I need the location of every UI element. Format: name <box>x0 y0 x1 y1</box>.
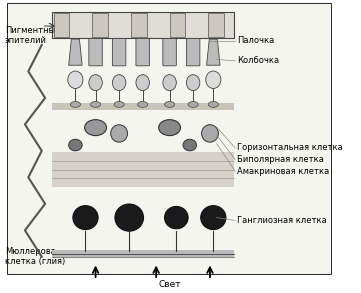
Bar <box>53 13 69 37</box>
Ellipse shape <box>206 71 221 88</box>
Ellipse shape <box>68 71 83 88</box>
Ellipse shape <box>115 204 144 231</box>
Ellipse shape <box>70 101 81 107</box>
FancyBboxPatch shape <box>163 39 176 66</box>
FancyBboxPatch shape <box>186 39 200 66</box>
Bar <box>170 13 186 37</box>
Text: Биполярная клетка: Биполярная клетка <box>237 155 324 164</box>
Bar <box>52 250 234 257</box>
Ellipse shape <box>114 101 124 107</box>
Ellipse shape <box>201 125 218 142</box>
Text: Мюллерова
клетка (глия): Мюллерова клетка (глия) <box>5 247 65 266</box>
Text: Палочка: Палочка <box>237 36 274 45</box>
Text: Горизонтальная клетка: Горизонтальная клетка <box>237 144 343 152</box>
Ellipse shape <box>201 206 226 230</box>
Bar <box>208 13 224 37</box>
Ellipse shape <box>73 206 98 230</box>
Text: Ганглиозная клетка: Ганглиозная клетка <box>237 216 327 225</box>
Ellipse shape <box>163 75 176 91</box>
Bar <box>52 11 234 38</box>
Ellipse shape <box>112 75 126 91</box>
Polygon shape <box>69 39 82 65</box>
Ellipse shape <box>84 120 106 136</box>
Ellipse shape <box>208 101 218 107</box>
Ellipse shape <box>136 75 149 91</box>
Text: Свет: Свет <box>158 280 181 289</box>
Text: Пигментный
эпителий: Пигментный эпителий <box>5 26 60 45</box>
FancyBboxPatch shape <box>112 39 126 66</box>
Ellipse shape <box>158 120 180 136</box>
Bar <box>131 13 147 37</box>
Ellipse shape <box>111 125 127 142</box>
Ellipse shape <box>188 101 198 107</box>
Text: Колбочка: Колбочка <box>237 56 279 65</box>
FancyBboxPatch shape <box>136 39 149 66</box>
Text: Амакриновая клетка: Амакриновая клетка <box>237 167 329 176</box>
Ellipse shape <box>165 101 175 107</box>
Bar <box>52 152 234 187</box>
Ellipse shape <box>183 139 196 151</box>
Bar <box>92 13 108 37</box>
Ellipse shape <box>91 101 101 107</box>
Ellipse shape <box>165 207 188 229</box>
Ellipse shape <box>89 75 102 91</box>
Ellipse shape <box>138 101 148 107</box>
Ellipse shape <box>69 139 82 151</box>
Polygon shape <box>206 39 220 65</box>
Bar <box>52 103 234 110</box>
FancyBboxPatch shape <box>89 39 102 66</box>
Ellipse shape <box>186 75 200 91</box>
